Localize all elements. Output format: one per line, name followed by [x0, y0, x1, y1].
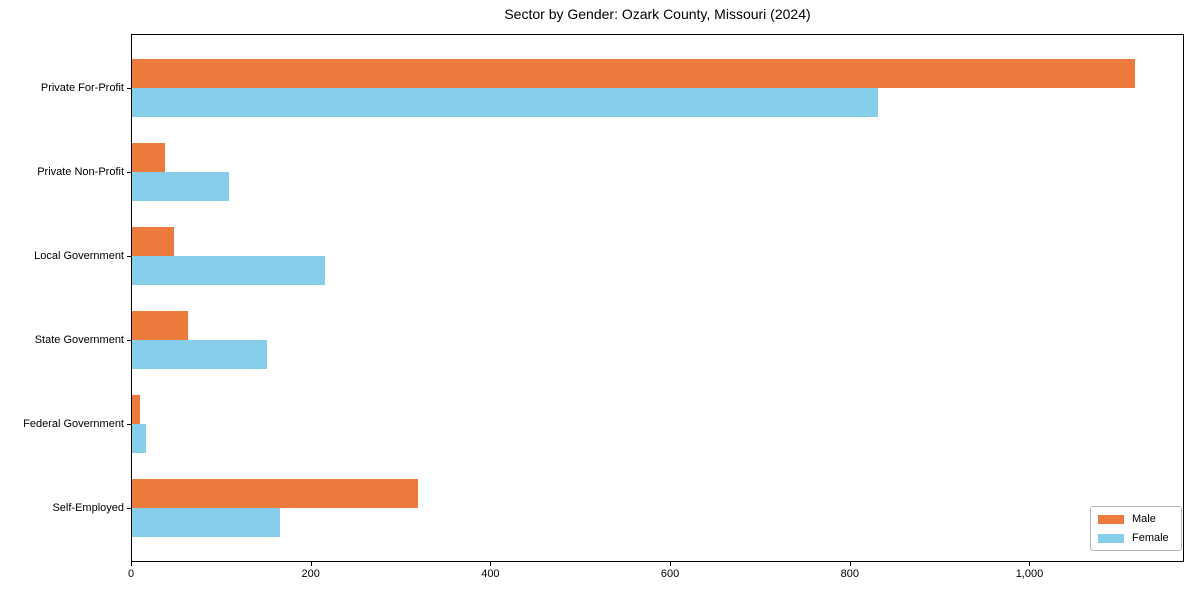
chart-title: Sector by Gender: Ozark County, Missouri… [504, 6, 811, 22]
x-tick-label: 0 [127, 568, 135, 580]
legend-swatch-male [1098, 514, 1124, 524]
legend-label-female: Female [1132, 532, 1169, 544]
x-tick-mark [1029, 562, 1031, 566]
x-tick-label: 200 [301, 568, 320, 580]
y-tick-mark [127, 508, 131, 509]
y-tick-label: Private Non-Profit [37, 166, 124, 178]
bar-male-self-employed [132, 479, 418, 508]
bar-female-private-non-profit [132, 172, 230, 201]
bar-male-private-non-profit [132, 143, 166, 172]
x-tick-label: 1,000 [1015, 568, 1044, 580]
y-tick-mark [127, 340, 131, 341]
bar-female-private-for-profit [132, 88, 878, 117]
x-tick-mark [490, 562, 492, 566]
legend-item-male: Male [1098, 512, 1174, 526]
plot-area [131, 34, 1184, 562]
bar-male-private-for-profit [132, 59, 1135, 88]
bar-female-self-employed [132, 508, 281, 537]
x-tick-mark [131, 562, 132, 566]
bar-male-federal-government [132, 395, 141, 424]
legend: Male Female [1090, 506, 1182, 551]
y-tick-mark [127, 256, 131, 257]
x-tick-mark [670, 562, 672, 566]
legend-item-female: Female [1098, 531, 1174, 545]
legend-swatch-female [1098, 533, 1124, 543]
y-tick-label: Private For-Profit [40, 82, 124, 94]
y-tick-mark [127, 424, 131, 425]
y-tick-label: State Government [34, 334, 124, 346]
x-tick-label: 800 [840, 568, 859, 580]
bar-female-state-government [132, 340, 267, 369]
y-tick-label: Self-Employed [52, 502, 124, 514]
bar-male-local-government [132, 227, 175, 256]
y-tick-mark [127, 88, 131, 89]
x-tick-mark [849, 562, 851, 566]
x-tick-mark [310, 562, 312, 566]
bar-female-federal-government [132, 424, 147, 453]
y-tick-mark [127, 172, 131, 173]
bar-male-state-government [132, 311, 188, 340]
legend-label-male: Male [1132, 513, 1156, 525]
x-tick-label: 400 [481, 568, 500, 580]
bar-female-local-government [132, 256, 326, 285]
y-tick-label: Federal Government [23, 418, 124, 430]
y-tick-label: Local Government [34, 250, 124, 262]
x-tick-label: 600 [660, 568, 680, 580]
